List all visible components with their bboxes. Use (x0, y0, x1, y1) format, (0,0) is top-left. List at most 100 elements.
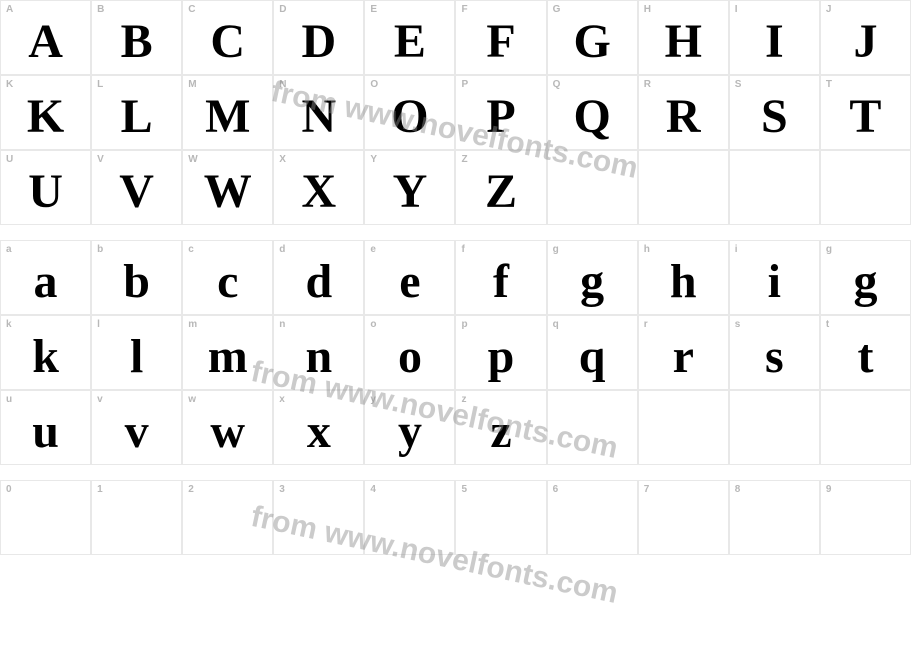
glyph-cell: ee (364, 240, 455, 315)
section-lowercase: aabbccddeeffgghhiiggkkllmmnnooppqqrrsstt… (0, 240, 911, 465)
glyph-cell: 0 (0, 480, 91, 555)
glyph-cell: TT (820, 75, 911, 150)
cell-label: P (461, 79, 468, 90)
cell-glyph: T (849, 93, 881, 141)
cell-glyph: X (302, 168, 337, 216)
glyph-cell: OO (364, 75, 455, 150)
cell-glyph: C (210, 18, 245, 66)
glyph-cell: ZZ (455, 150, 546, 225)
cell-label: 0 (6, 484, 12, 495)
cell-label: n (279, 319, 285, 330)
cell-glyph: r (673, 333, 694, 381)
cell-label: R (644, 79, 651, 90)
glyph-cell: EE (364, 0, 455, 75)
cell-label: E (370, 4, 377, 15)
glyph-cell (547, 150, 638, 225)
cell-label: A (6, 4, 13, 15)
glyph-cell: gg (820, 240, 911, 315)
cell-glyph: g (853, 258, 877, 306)
glyph-cell: ff (455, 240, 546, 315)
cell-glyph: k (32, 333, 59, 381)
cell-label: u (6, 394, 12, 405)
cell-glyph: R (666, 93, 701, 141)
cell-glyph: Y (393, 168, 428, 216)
cell-glyph: z (490, 408, 511, 456)
glyph-cell: tt (820, 315, 911, 390)
glyph-cell: 3 (273, 480, 364, 555)
cell-label: x (279, 394, 285, 405)
cell-glyph: M (205, 93, 250, 141)
section-spacer (0, 465, 911, 480)
glyph-cell: rr (638, 315, 729, 390)
cell-glyph: V (119, 168, 154, 216)
cell-label: y (370, 394, 376, 405)
glyph-cell: nn (273, 315, 364, 390)
cell-label: L (97, 79, 103, 90)
cell-label: 9 (826, 484, 832, 495)
cell-label: 3 (279, 484, 285, 495)
cell-label: G (553, 4, 561, 15)
cell-glyph: g (580, 258, 604, 306)
glyph-cell: gg (547, 240, 638, 315)
cell-label: T (826, 79, 832, 90)
cell-glyph: N (302, 93, 337, 141)
glyph-cell: CC (182, 0, 273, 75)
cell-glyph: D (302, 18, 337, 66)
cell-label: s (735, 319, 741, 330)
cell-glyph: B (121, 18, 153, 66)
glyph-cell: ss (729, 315, 820, 390)
glyph-cell: SS (729, 75, 820, 150)
glyph-cell: mm (182, 315, 273, 390)
cell-glyph: i (768, 258, 781, 306)
glyph-cell: HH (638, 0, 729, 75)
glyph-cell: JJ (820, 0, 911, 75)
cell-glyph: a (34, 258, 58, 306)
glyph-cell: 9 (820, 480, 911, 555)
cell-label: m (188, 319, 197, 330)
cell-glyph: J (853, 18, 877, 66)
cell-label: S (735, 79, 742, 90)
cell-glyph: d (305, 258, 332, 306)
cell-label: 2 (188, 484, 194, 495)
cell-glyph: h (670, 258, 697, 306)
cell-glyph: A (28, 18, 63, 66)
glyph-cell: RR (638, 75, 729, 150)
glyph-cell: yy (364, 390, 455, 465)
cell-label: t (826, 319, 829, 330)
glyph-cell: qq (547, 315, 638, 390)
cell-glyph: f (493, 258, 509, 306)
glyph-cell (547, 390, 638, 465)
glyph-cell (638, 390, 729, 465)
glyph-cell: pp (455, 315, 546, 390)
cell-glyph: E (394, 18, 426, 66)
cell-glyph: H (665, 18, 702, 66)
cell-label: h (644, 244, 650, 255)
cell-glyph: Q (573, 93, 610, 141)
glyph-cell (729, 390, 820, 465)
cell-label: 7 (644, 484, 650, 495)
cell-label: 1 (97, 484, 103, 495)
glyph-cell: FF (455, 0, 546, 75)
cell-glyph: q (579, 333, 606, 381)
glyph-cell: GG (547, 0, 638, 75)
cell-label: W (188, 154, 197, 165)
cell-label: v (97, 394, 103, 405)
cell-label: p (461, 319, 467, 330)
cell-glyph: n (305, 333, 332, 381)
cell-label: 5 (461, 484, 467, 495)
cell-label: q (553, 319, 559, 330)
cell-label: k (6, 319, 12, 330)
glyph-cell: zz (455, 390, 546, 465)
cell-label: K (6, 79, 13, 90)
glyph-cell: 6 (547, 480, 638, 555)
glyph-cell: hh (638, 240, 729, 315)
glyph-cell: cc (182, 240, 273, 315)
glyph-cell: ll (91, 315, 182, 390)
cell-label: g (826, 244, 832, 255)
cell-glyph: s (765, 333, 784, 381)
cell-glyph: G (573, 18, 610, 66)
glyph-cell: VV (91, 150, 182, 225)
font-chart: AABBCCDDEEFFGGHHIIJJKKLLMMNNOOPPQQRRSSTT… (0, 0, 911, 555)
cell-label: c (188, 244, 194, 255)
glyph-cell (820, 390, 911, 465)
